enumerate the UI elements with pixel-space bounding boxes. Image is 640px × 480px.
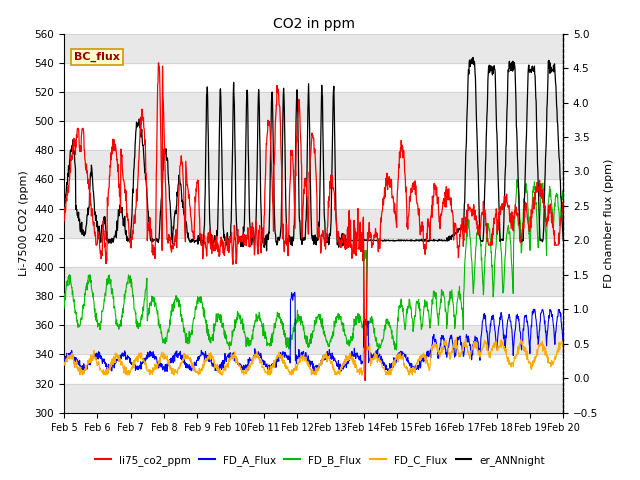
Title: CO2 in ppm: CO2 in ppm (273, 17, 355, 31)
Y-axis label: Li-7500 CO2 (ppm): Li-7500 CO2 (ppm) (19, 170, 29, 276)
Bar (64, 92, 563, 121)
Bar (64, 150, 563, 180)
Text: BC_flux: BC_flux (74, 52, 120, 62)
Bar (64, 325, 563, 354)
Y-axis label: FD chamber flux (ppm): FD chamber flux (ppm) (604, 158, 614, 288)
Bar (64, 267, 563, 296)
Bar (64, 209, 563, 238)
Legend: li75_co2_ppm, FD_A_Flux, FD_B_Flux, FD_C_Flux, er_ANNnight: li75_co2_ppm, FD_A_Flux, FD_B_Flux, FD_C… (91, 451, 549, 470)
Bar (64, 34, 563, 63)
Bar (64, 384, 563, 413)
